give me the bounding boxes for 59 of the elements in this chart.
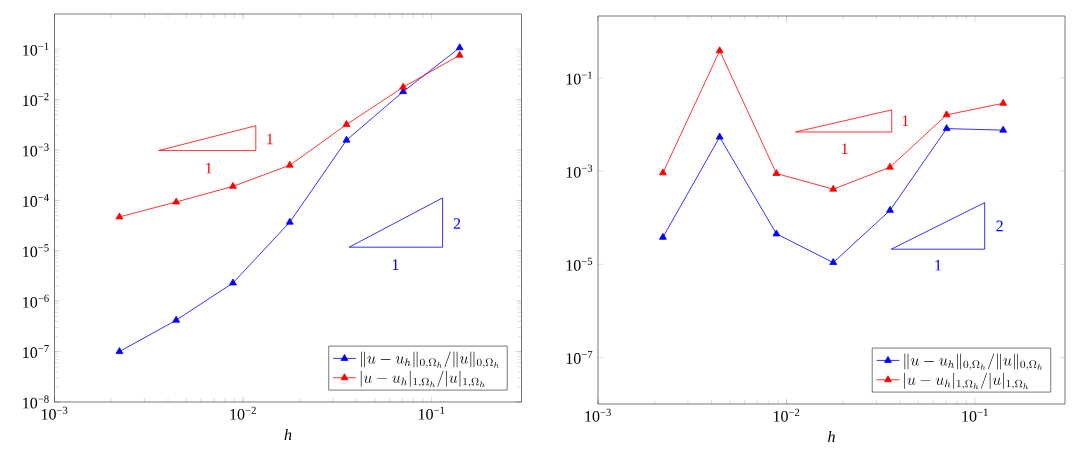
y-tick-label: 10$^{−7}$ (566, 350, 593, 364)
point (399, 82, 408, 90)
point (342, 120, 351, 127)
point (942, 124, 951, 132)
annotation: 1 (267, 133, 273, 145)
point (999, 98, 1008, 106)
point (886, 162, 894, 170)
point (715, 132, 724, 140)
point (886, 205, 894, 213)
x-tick-label: 10$^{−3}$ (41, 406, 68, 420)
point (285, 160, 294, 168)
point (715, 46, 724, 54)
x-tick-label: 10$^{−1}$ (962, 408, 988, 422)
point (999, 125, 1008, 133)
point (115, 347, 124, 354)
y-tick-label: 10$^{−3}$ (23, 143, 49, 157)
legend-label: $\|u-u_h\|_{0,\Omega_h}/\|u\|_{0,\Omega_h}$ (361, 351, 499, 368)
point (942, 110, 951, 118)
point (829, 184, 838, 192)
annotation: 2 (453, 218, 461, 229)
point (172, 197, 181, 205)
x-axis-title: h (828, 430, 835, 442)
point (229, 278, 237, 286)
point (772, 229, 781, 237)
point (659, 168, 667, 176)
y-tick-label: 10$^{−8}$ (23, 395, 49, 409)
x-tick-label: 10$^{−2}$ (773, 408, 800, 422)
y-tick-label: 10$^{−3}$ (566, 164, 593, 178)
annotation: 1 (841, 143, 848, 154)
y-tick-label: 10$^{−1}$ (566, 71, 592, 85)
point (172, 315, 181, 323)
point (229, 181, 237, 189)
point (659, 232, 667, 240)
y-tick-label: 10$^{−4}$ (23, 193, 49, 207)
point (829, 258, 838, 265)
annotation: 2 (996, 220, 1003, 232)
annotation: 1 (206, 162, 212, 174)
point (455, 43, 464, 51)
legend-label: $\|u-u_h\|_{0,\Omega_h}/\|u\|_{0,\Omega_h}$ (904, 353, 1043, 370)
y-tick-label: 10$^{−2}$ (23, 93, 49, 107)
x-tick-label: 10$^{−3}$ (585, 408, 611, 422)
legend-label: $|u-u_h|_{1,\Omega_h}/|u|_{1,\Omega_h}$ (360, 370, 485, 388)
point (342, 135, 351, 143)
annotation: 1 (902, 115, 909, 127)
annotation: 1 (392, 259, 399, 270)
y-tick-label: 10$^{−5}$ (23, 244, 49, 258)
annotation: 1 (935, 259, 942, 271)
point (285, 217, 294, 225)
point (455, 50, 464, 58)
y-tick-label: 10$^{−5}$ (566, 257, 593, 271)
point (115, 212, 124, 220)
x-axis-title: h (284, 428, 292, 440)
point (772, 169, 781, 176)
legend-label: $|u-u_h|_{1,\Omega_h}/|u|_{1,\Omega_h}$ (904, 372, 1028, 390)
y-tick-label: 10$^{−7}$ (23, 345, 49, 359)
y-tick-label: 10$^{−1}$ (23, 42, 49, 56)
x-tick-label: 10$^{−1}$ (418, 406, 445, 420)
y-tick-label: 10$^{−6}$ (23, 294, 49, 308)
x-tick-label: 10$^{−2}$ (230, 406, 256, 420)
